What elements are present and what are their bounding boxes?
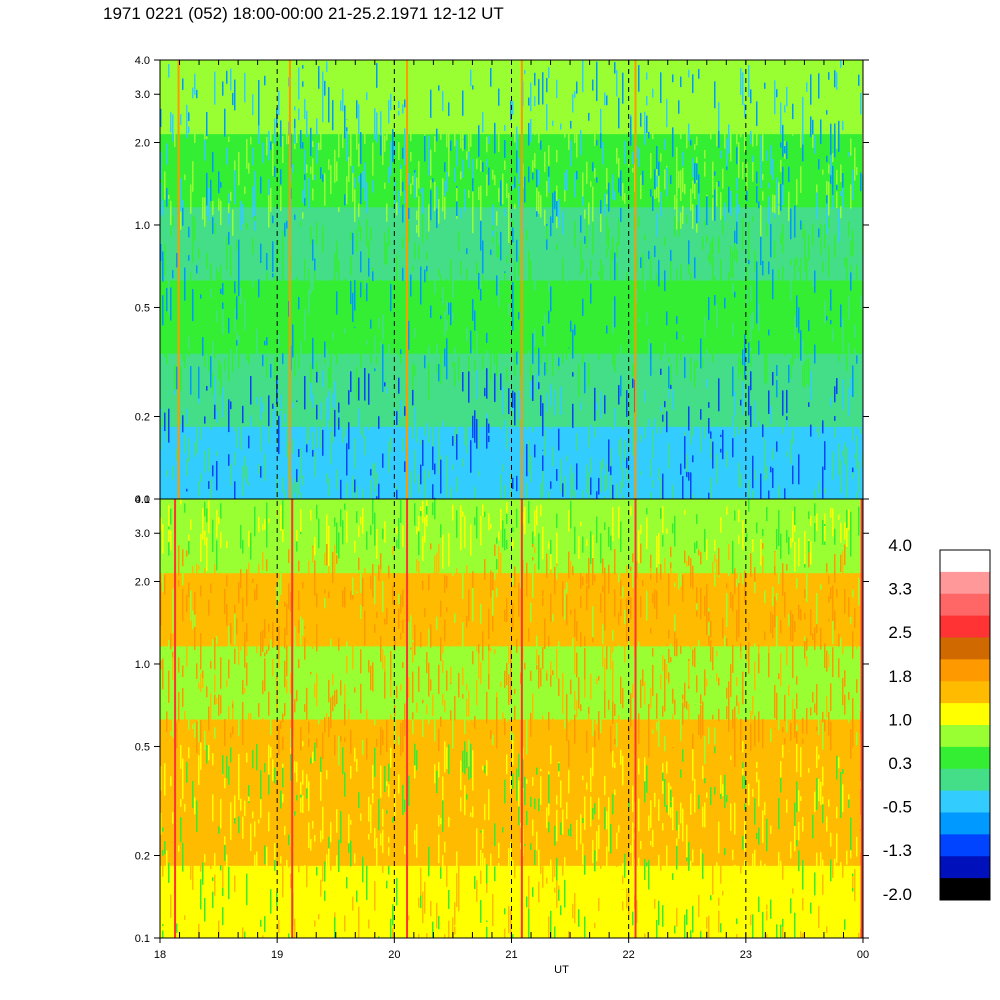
y-tick-label: 4.0	[135, 494, 150, 506]
colorbar-swatch	[940, 856, 990, 879]
y-tick-label: 1.0	[135, 659, 150, 671]
y-tick-label: 2.0	[135, 576, 150, 588]
y-tick-label: 3.0	[135, 89, 150, 101]
spike-line	[291, 499, 294, 938]
spike-line	[174, 499, 177, 938]
x-tick-label: 22	[623, 949, 635, 961]
x-tick-label: 21	[505, 949, 517, 961]
colorbar-label: 1.0	[888, 710, 912, 729]
colorbar-label: 0.3	[888, 754, 912, 773]
y-tick-label: 2.0	[135, 137, 150, 149]
colorbar-label: -1.3	[883, 841, 912, 860]
colorbar-swatch	[940, 790, 990, 813]
lower-panel-heatmap	[160, 499, 863, 938]
x-axis-label: UT	[554, 964, 569, 976]
spike-line	[177, 60, 180, 499]
y-tick-label: 0.5	[135, 741, 150, 753]
colorbar-label: 2.5	[888, 623, 912, 642]
colorbar-frame	[939, 549, 991, 901]
colorbar-label: 1.8	[888, 667, 912, 686]
colorbar-swatch	[940, 746, 990, 770]
colorbar-label: -0.5	[883, 798, 912, 817]
colorbar-swatch	[940, 571, 990, 595]
colorbar-swatch	[940, 615, 990, 638]
colorbar-label: 3.3	[888, 580, 912, 599]
spike-line	[406, 499, 409, 938]
y-tick-label: 0.5	[135, 302, 150, 314]
y-tick-label: 0.1	[135, 494, 150, 506]
colorbar-swatch	[940, 681, 990, 704]
spike-line	[634, 60, 637, 499]
colorbar-swatch	[940, 703, 990, 726]
y-tick-label: 0.2	[135, 412, 150, 424]
y-tick-label: 0.2	[135, 851, 150, 863]
x-tick-label: 19	[271, 949, 283, 961]
colorbar-swatch	[940, 659, 990, 682]
colorbar-swatch	[940, 593, 990, 617]
colorbar-swatch	[940, 834, 990, 857]
spike-line	[406, 60, 409, 499]
colorbar-swatch	[940, 812, 990, 835]
y-tick-label: 1.0	[135, 220, 150, 232]
x-tick-label: 23	[740, 949, 752, 961]
x-tick-label: 18	[154, 949, 166, 961]
spike-line	[860, 499, 863, 938]
colorbar-label: 4.0	[888, 536, 912, 555]
spike-line	[520, 60, 523, 499]
y-tick-label: 0.1	[135, 933, 150, 945]
x-tick-label: 00	[857, 949, 869, 961]
spike-line	[520, 499, 523, 938]
y-tick-label: 3.0	[135, 528, 150, 540]
spike-line	[288, 60, 291, 499]
x-tick-label: 20	[388, 949, 400, 961]
colorbar-swatch	[940, 878, 990, 901]
colorbar-label: -2.0	[883, 885, 912, 904]
colorbar-swatch	[940, 550, 990, 573]
spike-line	[634, 499, 637, 938]
page-title: 1971 0221 (052) 18:00-00:00 21-25.2.1971…	[103, 4, 504, 23]
colorbar-swatch	[940, 768, 990, 792]
colorbar-swatch	[940, 725, 990, 748]
y-tick-label: 4.0	[135, 55, 150, 67]
colorbar-swatch	[940, 637, 990, 660]
